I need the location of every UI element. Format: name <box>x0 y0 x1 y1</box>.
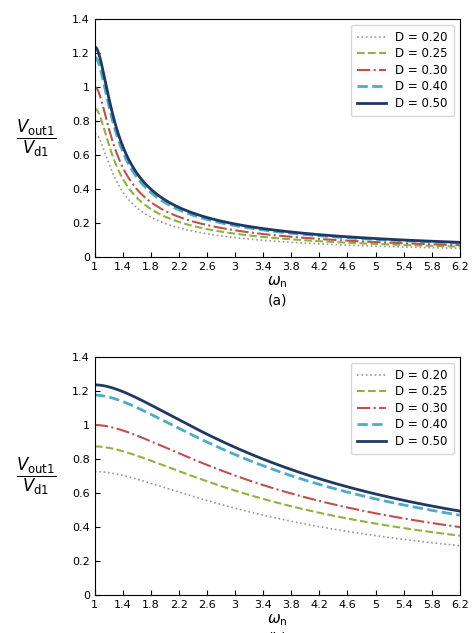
D = 0.25 <box>92 104 98 112</box>
D = 0.25 <box>457 532 463 539</box>
D = 0.20 <box>309 240 315 248</box>
D = 0.25 <box>309 508 315 515</box>
D = 0.20 <box>267 237 273 245</box>
Line: D = 0.25: D = 0.25 <box>95 108 460 247</box>
Text: (b): (b) <box>267 632 287 633</box>
D = 0.25 <box>309 237 315 244</box>
D = 0.50 <box>267 458 273 466</box>
D = 0.30 <box>448 241 454 249</box>
D = 0.50 <box>290 229 295 236</box>
D = 0.40 <box>92 391 98 399</box>
D = 0.30 <box>267 231 273 239</box>
D = 0.25 <box>457 243 463 251</box>
Line: D = 0.20: D = 0.20 <box>95 472 460 546</box>
D = 0.25 <box>265 234 271 241</box>
D = 0.40 <box>265 227 271 234</box>
D = 0.20 <box>448 541 454 549</box>
D = 0.20 <box>309 522 315 529</box>
D = 0.40 <box>267 227 273 235</box>
Legend: D = 0.20, D = 0.25, D = 0.30, D = 0.40, D = 0.50: D = 0.20, D = 0.25, D = 0.30, D = 0.40, … <box>351 363 454 454</box>
D = 0.50 <box>457 239 463 246</box>
D = 0.50 <box>290 466 295 473</box>
Line: D = 0.40: D = 0.40 <box>95 395 460 515</box>
D = 0.20 <box>391 243 397 251</box>
D = 0.30 <box>265 231 271 239</box>
D = 0.40 <box>457 239 463 247</box>
D = 0.20 <box>448 244 454 252</box>
Legend: D = 0.20, D = 0.25, D = 0.30, D = 0.40, D = 0.50: D = 0.20, D = 0.25, D = 0.30, D = 0.40, … <box>351 25 454 116</box>
D = 0.25 <box>267 234 273 241</box>
Line: D = 0.50: D = 0.50 <box>95 385 460 511</box>
D = 0.30 <box>92 421 98 429</box>
D = 0.40 <box>265 464 271 472</box>
D = 0.40 <box>290 230 295 237</box>
D = 0.20 <box>391 534 397 542</box>
D = 0.20 <box>92 130 98 137</box>
D = 0.20 <box>265 513 271 520</box>
D = 0.20 <box>290 518 295 525</box>
D = 0.25 <box>267 497 273 505</box>
D = 0.25 <box>290 503 295 510</box>
D = 0.20 <box>92 468 98 475</box>
Line: D = 0.20: D = 0.20 <box>95 134 460 248</box>
D = 0.20 <box>265 237 271 244</box>
X-axis label: $\omega_{\mathrm{n}}$: $\omega_{\mathrm{n}}$ <box>267 613 288 629</box>
D = 0.50 <box>448 506 454 513</box>
D = 0.40 <box>309 479 315 486</box>
D = 0.20 <box>290 239 295 246</box>
Line: D = 0.40: D = 0.40 <box>95 57 460 243</box>
D = 0.40 <box>309 231 315 239</box>
D = 0.30 <box>309 495 315 503</box>
D = 0.20 <box>267 513 273 520</box>
D = 0.50 <box>267 226 273 234</box>
D = 0.25 <box>265 496 271 504</box>
D = 0.40 <box>457 511 463 519</box>
D = 0.20 <box>457 542 463 549</box>
D = 0.30 <box>290 490 295 498</box>
D = 0.50 <box>265 225 271 233</box>
D = 0.30 <box>457 241 463 249</box>
D = 0.50 <box>309 473 315 480</box>
D = 0.25 <box>448 531 454 539</box>
D = 0.40 <box>290 472 295 480</box>
D = 0.50 <box>457 507 463 515</box>
D = 0.40 <box>448 239 454 246</box>
D = 0.40 <box>391 237 397 244</box>
D = 0.25 <box>391 241 397 248</box>
D = 0.30 <box>92 83 98 91</box>
D = 0.50 <box>309 230 315 238</box>
Line: D = 0.50: D = 0.50 <box>95 47 460 242</box>
D = 0.40 <box>391 499 397 507</box>
Line: D = 0.30: D = 0.30 <box>95 425 460 527</box>
D = 0.30 <box>457 523 463 531</box>
D = 0.20 <box>457 244 463 252</box>
Line: D = 0.25: D = 0.25 <box>95 446 460 536</box>
Text: (a): (a) <box>267 294 287 308</box>
D = 0.40 <box>92 53 98 61</box>
D = 0.50 <box>448 238 454 246</box>
D = 0.25 <box>391 523 397 530</box>
Line: D = 0.30: D = 0.30 <box>95 87 460 245</box>
D = 0.30 <box>265 483 271 491</box>
X-axis label: $\omega_{\mathrm{n}}$: $\omega_{\mathrm{n}}$ <box>267 275 288 291</box>
D = 0.40 <box>267 465 273 472</box>
D = 0.25 <box>290 235 295 243</box>
D = 0.50 <box>92 381 98 389</box>
D = 0.30 <box>448 522 454 530</box>
D = 0.30 <box>309 235 315 242</box>
D = 0.50 <box>265 457 271 465</box>
D = 0.25 <box>448 242 454 250</box>
Text: $\dfrac{V_\mathrm{out1}}{V_\mathrm{d1}}$: $\dfrac{V_\mathrm{out1}}{V_\mathrm{d1}}$ <box>16 455 56 497</box>
D = 0.30 <box>267 484 273 491</box>
D = 0.50 <box>92 43 98 51</box>
D = 0.50 <box>391 235 397 243</box>
D = 0.25 <box>92 442 98 450</box>
D = 0.30 <box>290 233 295 241</box>
D = 0.30 <box>391 513 397 520</box>
Text: $\dfrac{V_\mathrm{out1}}{V_\mathrm{d1}}$: $\dfrac{V_\mathrm{out1}}{V_\mathrm{d1}}$ <box>16 117 56 159</box>
D = 0.30 <box>391 239 397 247</box>
D = 0.50 <box>391 494 397 502</box>
D = 0.40 <box>448 510 454 518</box>
